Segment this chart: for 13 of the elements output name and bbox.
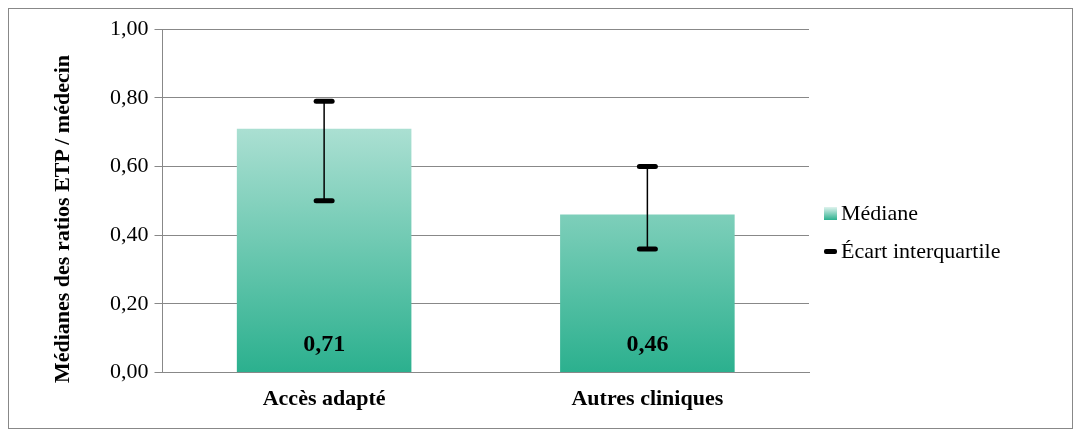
y-axis-title: Médianes des ratios ETP / médecin bbox=[48, 53, 75, 386]
y-tick-label: 0,20 bbox=[110, 289, 149, 315]
text: Écart interquartile bbox=[841, 237, 1001, 265]
y-tick-label: 0,80 bbox=[110, 83, 149, 109]
x-tick-label: Accès adapté bbox=[262, 385, 386, 411]
x-tick-label: Autres cliniques bbox=[571, 385, 724, 411]
legend-label: Médiane bbox=[841, 199, 918, 227]
data-label: 0,71 bbox=[303, 329, 346, 356]
y-tick-label: 1,00 bbox=[110, 14, 149, 40]
y-tick-label: 0,00 bbox=[110, 358, 149, 384]
y-tick-label: 0,60 bbox=[110, 152, 149, 178]
data-label: 0,46 bbox=[626, 329, 669, 356]
y-tick-label: 0,40 bbox=[110, 220, 149, 246]
